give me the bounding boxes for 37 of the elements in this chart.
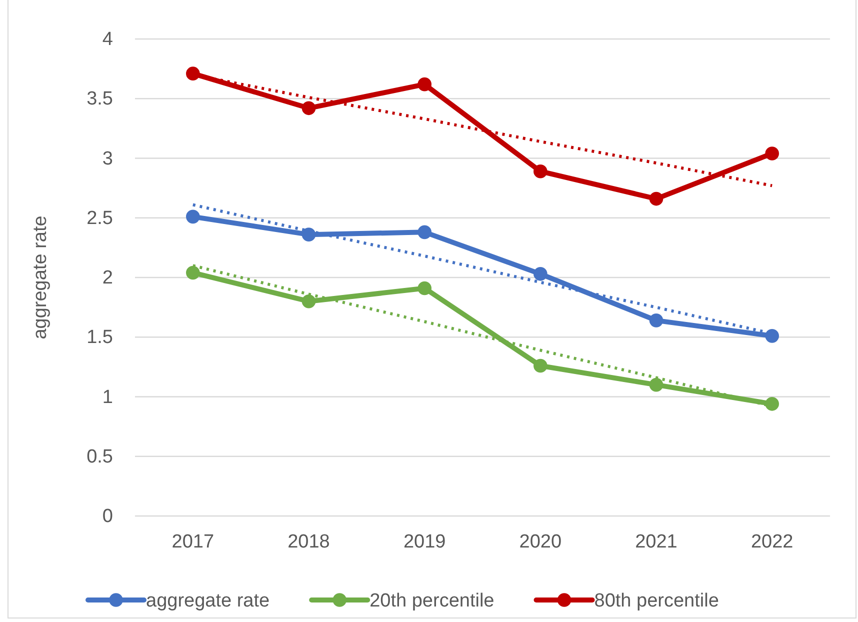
legend-label: 20th percentile bbox=[370, 590, 494, 612]
y-tick-label: 4 bbox=[102, 29, 114, 50]
x-tick-label: 2020 bbox=[519, 531, 562, 552]
point bbox=[186, 266, 200, 280]
y-tick-label: 2 bbox=[102, 268, 113, 289]
point bbox=[649, 314, 664, 328]
y-tick-label: 3 bbox=[102, 148, 113, 170]
x-tick-label: 2021 bbox=[635, 531, 678, 552]
point bbox=[649, 192, 664, 206]
point bbox=[765, 397, 779, 411]
point bbox=[186, 66, 200, 80]
point bbox=[649, 378, 664, 392]
point bbox=[765, 329, 779, 343]
legend-label: 80th percentile bbox=[594, 590, 719, 612]
y-tick-label: 1 bbox=[102, 386, 113, 408]
point bbox=[765, 146, 779, 160]
point bbox=[186, 210, 200, 224]
x-tick-label: 2018 bbox=[288, 531, 330, 552]
point bbox=[418, 225, 432, 240]
x-tick-label: 2022 bbox=[750, 531, 794, 552]
point bbox=[534, 358, 548, 373]
point bbox=[534, 164, 548, 178]
y-tick-label: 2.5 bbox=[86, 208, 113, 229]
point bbox=[418, 77, 432, 92]
y-tick-label: 3.5 bbox=[86, 88, 113, 110]
x-tick-label: 2017 bbox=[172, 531, 214, 552]
y-tick-label: 1.5 bbox=[86, 327, 113, 348]
x-tick-label: 2019 bbox=[403, 531, 446, 552]
legend-label: aggregate rate bbox=[146, 590, 270, 612]
y-tick-label: 0 bbox=[102, 506, 113, 528]
point bbox=[302, 228, 316, 242]
point bbox=[302, 294, 316, 308]
y-tick-label: 0.5 bbox=[86, 446, 113, 468]
point bbox=[302, 101, 316, 116]
point bbox=[418, 281, 432, 296]
y-axis-title: aggregate rate bbox=[30, 216, 51, 340]
point bbox=[534, 267, 548, 281]
